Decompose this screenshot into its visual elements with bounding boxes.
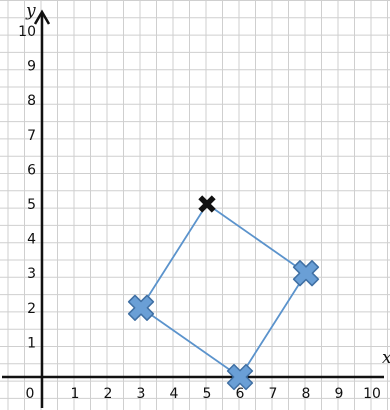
x-tick-label: 3	[137, 386, 146, 402]
y-tick-label: 1	[27, 335, 36, 351]
axes	[2, 9, 384, 408]
quadrilateral-outline	[139, 202, 308, 379]
x-tick-label: 6	[236, 386, 245, 402]
y-tick-label: 10	[18, 24, 36, 40]
data-point-blue-cross	[292, 260, 320, 287]
data-point-black-cross	[198, 195, 216, 213]
quadrilateral	[139, 202, 308, 379]
x-tick-label: 7	[269, 386, 278, 402]
x-tick-label: 2	[104, 386, 113, 402]
y-tick-label: 6	[27, 162, 36, 178]
y-tick-label: 5	[27, 197, 36, 213]
x-tick-label: 0	[26, 386, 35, 402]
x-tick-label: 9	[335, 386, 344, 402]
data-point-blue-cross	[127, 294, 155, 321]
y-tick-label: 7	[27, 128, 36, 144]
y-tick-label: 4	[27, 232, 36, 248]
y-tick-label: 2	[27, 301, 36, 317]
x-tick-label: 8	[302, 386, 311, 402]
data-point-blue-cross	[226, 363, 254, 391]
y-tick-label: 9	[27, 59, 36, 75]
y-axis-title: y	[25, 1, 36, 21]
point-markers	[127, 195, 320, 391]
x-tick-label: 1	[71, 386, 80, 402]
x-tick-label: 10	[363, 386, 381, 402]
x-tick-label: 4	[170, 386, 179, 402]
y-tick-label: 8	[27, 93, 36, 109]
y-tick-label: 3	[27, 266, 36, 282]
x-tick-label: 5	[203, 386, 212, 402]
tick-labels: 0 1 2 3 4 5 6 7 8 9 10 1 2 3 4 5 6 7 8 9 10	[18, 24, 381, 402]
x-axis-title: x	[382, 348, 390, 368]
y-axis-arrow-icon	[33, 9, 51, 25]
